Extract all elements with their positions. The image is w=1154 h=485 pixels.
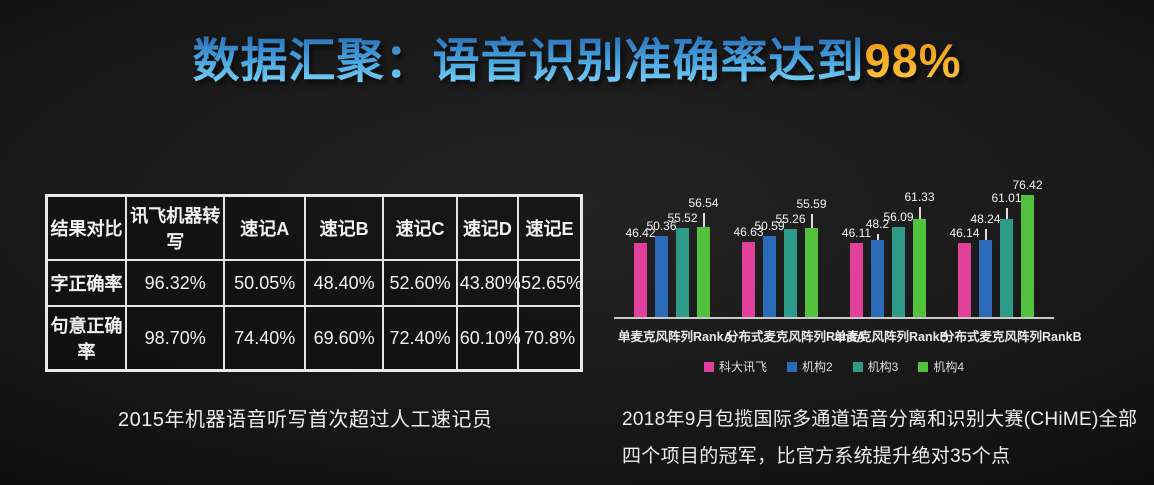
bar-group: 46.42 50.36 55.52 56.54 (618, 150, 726, 317)
accuracy-comparison-table: 结果对比 讯飞机器转写 速记A 速记B 速记C 速记D 速记E 字正确率 96.32% 50.0… (45, 194, 583, 372)
table-header-cell: 速记B (303, 194, 385, 261)
label-leader-line (702, 212, 705, 227)
bar-value-label: 55.52 (667, 211, 698, 226)
table-cell: 72.40% (382, 305, 458, 372)
bar-group: 46.11 48.2 56.09 61.33 (834, 150, 942, 317)
bar-value-label: 55.59 (796, 197, 827, 212)
legend-item: 机构2 (786, 358, 833, 375)
chart-bar: 48.2 (866, 217, 889, 317)
bar-value-label: 46.11 (841, 226, 872, 241)
chart-bar: 56.09 (883, 210, 914, 317)
bar-chart-plot-area: 46.42 50.36 55.52 56.54 46.63 50.59 55.26 55.59… (614, 150, 1054, 319)
caption-right: 2018年9月包揽国际多通道语音分离和识别大赛(CHiME)全部四个项目的冠军，… (622, 409, 1138, 467)
legend-label: 科大讯飞 (718, 360, 767, 374)
chart-bar: 76.42 (1012, 178, 1043, 317)
legend-item: 科大讯飞 (703, 358, 767, 375)
chart-bar: 46.11 (842, 226, 871, 317)
table-cell: 50.05% (223, 259, 306, 307)
bar-value-label: 46.42 (625, 225, 656, 240)
page-title-accent-value: 98% (864, 34, 962, 87)
table-cell: 70.8% (517, 305, 583, 372)
chart-bar: 61.01 (991, 191, 1022, 317)
category-label: 单麦克风阵列RankA (618, 330, 733, 344)
legend-item: 机构3 (852, 358, 899, 375)
category-label: 分布式麦克风阵列RankA (726, 330, 866, 344)
legend-swatch (703, 361, 714, 372)
page-title: 数据汇聚：语音识别准确率达到98% (0, 22, 1154, 91)
table-header-cell: 速记C (382, 194, 458, 261)
bar-value-label: 55.26 (775, 211, 806, 226)
legend-item: 机构4 (918, 358, 964, 375)
chart-bar: 50.36 (646, 219, 677, 317)
label-leader-line (918, 206, 921, 219)
legend-swatch (852, 361, 863, 372)
table-header-row: 结果对比 讯飞机器转写 速记A 速记B 速记C 速记D 速记E (45, 194, 583, 261)
bar-value-label: 50.36 (646, 219, 677, 234)
table-header-cell: 讯飞机器转写 (124, 194, 226, 261)
bar-value-label: 46.14 (949, 226, 980, 241)
table-row-label: 字正确率 (45, 259, 127, 307)
table-cell: 98.70% (124, 305, 226, 372)
bar-value-label: 56.54 (688, 195, 719, 210)
table-row: 句意正确率 98.70% 74.40% 69.60% 72.40% 60.10% 70.8% (45, 305, 583, 372)
category-label: 分布式麦克风阵列RankB (942, 330, 1082, 344)
label-leader-line (1005, 208, 1008, 220)
bar-group: 46.14 48.24 61.01 76.42 (942, 150, 1050, 317)
page-title-main: 数据汇聚：语音识别准确率达到 (192, 34, 865, 87)
bar-chart-legend: 科大讯飞 机构2 机构3 机构4 (614, 358, 1054, 375)
chart-bar: 55.59 (796, 197, 827, 317)
chart-bar: 48.24 (970, 212, 1001, 317)
table-header-cell: 速记D (455, 194, 520, 261)
bar-value-label: 50.59 (754, 219, 785, 234)
table-cell: 60.10% (455, 305, 521, 372)
bar-value-label: 61.01 (991, 191, 1022, 206)
table-cell: 52.65% (517, 259, 583, 307)
chart-bar: 55.52 (667, 211, 698, 317)
table-row-label: 句意正确率 (45, 305, 127, 372)
label-leader-line (876, 233, 879, 240)
bar-value-label: 56.09 (883, 210, 914, 225)
bar-chart: 46.42 50.36 55.52 56.54 46.63 50.59 55.26 55.59… (614, 150, 1082, 375)
chart-bar: 61.33 (904, 190, 935, 317)
bar-value-label: 46.63 (733, 225, 764, 240)
table-body: 字正确率 96.32% 50.05% 48.40% 52.60% 43.80% 52.65%… (45, 259, 583, 372)
label-leader-line (810, 214, 813, 229)
bar-chart-category-axis: 单麦克风阵列RankA 分布式麦克风阵列RankA 单麦克风阵列RankB 分布式麦克… (614, 326, 1082, 345)
legend-label: 机构2 (801, 360, 833, 374)
caption-left: 2015年机器语音听写首次超过人工速记员 (118, 409, 493, 431)
chart-bar: 46.42 (625, 226, 656, 317)
table-header-cell: 速记E (517, 194, 583, 261)
bar-group: 46.63 50.59 55.26 55.59 (726, 150, 834, 317)
bar-value-label: 61.33 (904, 189, 935, 204)
chart-bar: 50.59 (754, 219, 785, 317)
chart-bar: 46.14 (949, 226, 980, 317)
table-header-cell: 速记A (223, 194, 306, 261)
chart-bar: 55.26 (775, 212, 806, 317)
chart-bar: 46.63 (733, 225, 764, 317)
category-label: 单麦克风阵列RankB (834, 330, 949, 344)
legend-label: 机构4 (933, 360, 965, 374)
legend-label: 机构3 (867, 360, 899, 374)
table-cell: 48.40% (303, 259, 385, 307)
table-cell: 43.80% (455, 259, 521, 307)
table-cell: 52.60% (382, 259, 458, 307)
table-row: 字正确率 96.32% 50.05% 48.40% 52.60% 43.80% 52.65% (45, 259, 583, 307)
table-cell: 69.60% (303, 305, 385, 372)
legend-swatch (786, 361, 797, 372)
legend-swatch (918, 361, 929, 372)
label-leader-line (984, 228, 987, 240)
bar-value-label: 76.42 (1012, 177, 1043, 192)
table-cell: 74.40% (223, 305, 306, 372)
chart-bar: 56.54 (688, 196, 719, 317)
bar-value-label: 48.24 (970, 211, 1001, 226)
table-cell: 96.32% (124, 259, 226, 307)
table-header-cell: 结果对比 (45, 194, 127, 261)
bar-value-label: 48.2 (865, 216, 890, 231)
